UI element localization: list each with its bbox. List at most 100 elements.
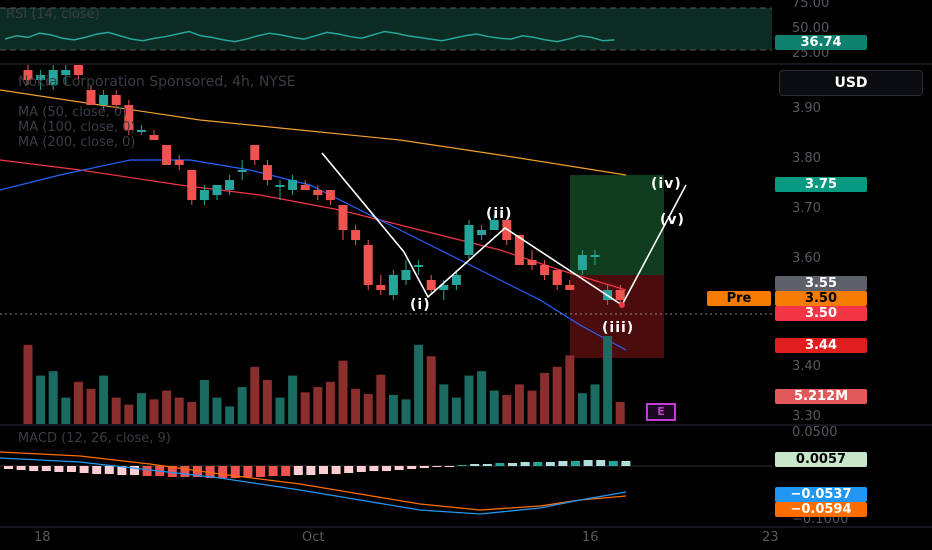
macd-histogram-bar	[382, 466, 391, 471]
candle-body	[489, 220, 499, 230]
volume-bar	[111, 397, 121, 424]
macd-histogram-bar	[193, 466, 202, 477]
macd-histogram-bar	[230, 466, 240, 478]
price-tick: 3.40	[792, 359, 821, 374]
x-tick: Oct	[302, 530, 325, 545]
candle-body	[136, 130, 146, 132]
macd-histogram-bar	[407, 466, 417, 469]
candle-body	[149, 135, 159, 140]
candle-body	[590, 255, 600, 257]
macd-histogram-bar	[533, 462, 543, 466]
macd-histogram-bar	[432, 466, 442, 467]
volume-bar	[338, 360, 348, 424]
price-tick: 3.90	[792, 101, 821, 116]
candle-body	[250, 145, 260, 160]
wave-label-v: (v)	[660, 212, 685, 228]
candle-body	[124, 105, 134, 130]
volume-bar	[489, 390, 499, 424]
candle-body	[275, 185, 285, 187]
volume-bar	[162, 390, 172, 424]
volume-bar	[99, 375, 109, 424]
macd-histogram-bar	[558, 461, 568, 466]
candle-body	[61, 70, 71, 75]
candle-body	[565, 285, 575, 290]
volume-bar	[187, 402, 197, 424]
macd-label: MACD (12, 26, close, 9)	[18, 431, 171, 446]
candle-body	[325, 190, 335, 200]
price-tick: 3.70	[792, 201, 821, 216]
macd-histogram-bar	[29, 466, 39, 471]
wave-iii-point	[619, 302, 625, 308]
volume-bar	[149, 399, 159, 424]
candle-body	[527, 260, 537, 265]
volume-bar	[464, 375, 474, 424]
macd-tick-top: 0.0500	[792, 425, 838, 440]
macd-histogram-bar	[54, 466, 64, 472]
rsi-band	[0, 8, 772, 50]
volume-bar	[199, 380, 209, 424]
volume-bar	[401, 399, 411, 424]
volume-bar	[262, 380, 272, 424]
macd-histogram-bar	[470, 464, 480, 466]
volume-bar	[426, 356, 436, 424]
volume-bar	[136, 393, 146, 424]
volume-bar	[237, 387, 247, 424]
volume-bar	[527, 390, 537, 424]
macd-histogram-bar	[331, 466, 341, 474]
macd-histogram-bar	[369, 466, 379, 471]
candle-body	[300, 185, 310, 190]
candle-body	[212, 185, 222, 195]
premarket-label: Pre	[707, 291, 771, 306]
earnings-badge[interactable]: E	[646, 403, 676, 421]
volume-bar	[603, 336, 613, 424]
macd-histogram-bar	[79, 466, 89, 473]
x-tick: 23	[762, 530, 779, 545]
macd-histogram-bar	[394, 466, 404, 470]
macd-line	[0, 457, 627, 515]
macd-histogram-bar	[344, 466, 354, 473]
candle-body	[187, 170, 197, 200]
candle-body	[451, 275, 461, 285]
candle-body	[388, 275, 398, 295]
volume-bar	[565, 355, 575, 424]
macd-histogram-bar	[545, 462, 555, 466]
macd-histogram-bar	[142, 466, 152, 476]
upper-zone-tag: 3.55	[775, 276, 867, 291]
volume-bar	[36, 375, 46, 424]
macd-histogram-bar	[457, 465, 467, 466]
candle-body	[48, 70, 58, 85]
candle-body	[439, 285, 449, 290]
candle-body	[514, 235, 524, 265]
price-tick: 3.60	[792, 251, 821, 266]
volume-bar	[61, 397, 71, 424]
candle-body	[426, 280, 436, 290]
macd-histogram-bar	[445, 466, 454, 467]
volume-bar	[540, 372, 550, 424]
volume-bar	[376, 374, 386, 424]
target-price-tag: 3.75	[775, 177, 867, 192]
x-tick: 16	[582, 530, 599, 545]
macd-histogram-bar	[268, 466, 278, 476]
ma50-label: MA (50, close, 0)	[18, 105, 128, 120]
rsi-line	[4, 30, 615, 43]
macd-line-tag: −0.0537	[775, 487, 867, 502]
volume-bar	[48, 371, 58, 424]
macd-histogram-bar	[356, 466, 366, 472]
candle-body	[288, 180, 298, 190]
volume-bar	[275, 397, 285, 424]
volume-bar	[225, 406, 235, 424]
currency-selector[interactable]: USD	[779, 70, 923, 96]
macd-histogram-bar	[520, 462, 530, 466]
macd-histogram-bar	[92, 466, 102, 474]
volume-bar	[300, 392, 310, 424]
candle-body	[414, 265, 424, 267]
macd-histogram-bar	[583, 460, 593, 466]
macd-histogram-bar	[621, 461, 631, 466]
volume-bar	[590, 384, 600, 424]
macd-histogram-bar	[596, 460, 606, 466]
candle-body	[237, 170, 247, 172]
volume-bar	[23, 344, 33, 424]
volume-bar	[73, 381, 83, 424]
volume-bar	[502, 394, 512, 424]
